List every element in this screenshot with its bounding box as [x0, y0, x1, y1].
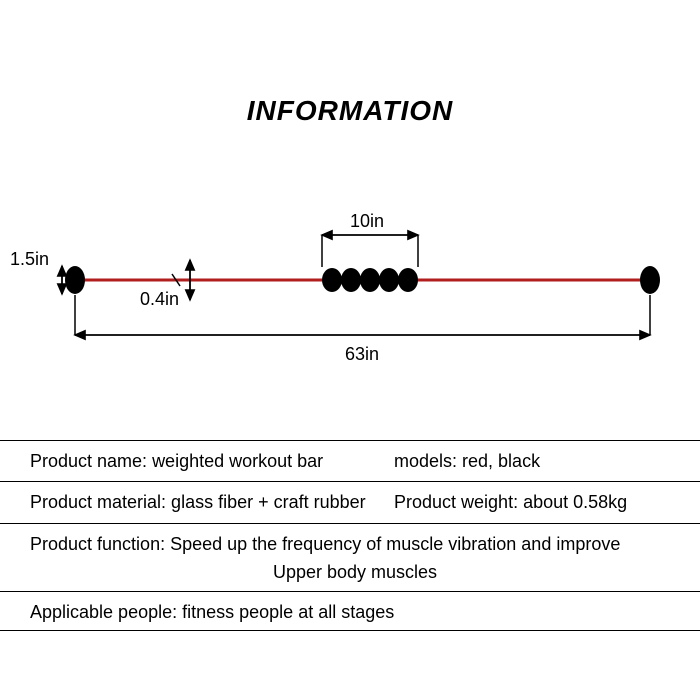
- table-divider: [0, 630, 700, 631]
- product-diagram: 1.5in 0.4in 10in 63in: [0, 205, 700, 365]
- spec-applicable: Applicable people: fitness people at all…: [0, 592, 700, 630]
- dim-end-height-label: 1.5in: [10, 249, 49, 269]
- spec-models: models: red, black: [394, 449, 680, 473]
- spec-material: Product material: glass fiber + craft ru…: [30, 490, 394, 514]
- table-row: Product material: glass fiber + craft ru…: [0, 482, 700, 522]
- dim-total-len-label: 63in: [345, 344, 379, 364]
- page-title: INFORMATION: [0, 95, 700, 127]
- spec-table: Product name: weighted workout bar model…: [0, 440, 700, 631]
- diagram-svg: 1.5in 0.4in 10in 63in: [0, 205, 700, 365]
- spec-function-line1: Product function: Speed up the frequency…: [0, 524, 700, 562]
- grip-bead: [341, 268, 361, 292]
- grip-bead: [322, 268, 342, 292]
- grip-bead: [379, 268, 399, 292]
- grip-bead: [360, 268, 380, 292]
- table-row: Product name: weighted workout bar model…: [0, 441, 700, 481]
- spec-weight: Product weight: about 0.58kg: [394, 490, 680, 514]
- dim-rod-dia-label: 0.4in: [140, 289, 179, 309]
- dim-grip-len-label: 10in: [350, 211, 384, 231]
- end-weight-left: [65, 266, 85, 294]
- spec-name: Product name: weighted workout bar: [30, 449, 394, 473]
- spec-function-line2: Upper body muscles: [0, 562, 700, 591]
- grip-bead: [398, 268, 418, 292]
- end-weight-right: [640, 266, 660, 294]
